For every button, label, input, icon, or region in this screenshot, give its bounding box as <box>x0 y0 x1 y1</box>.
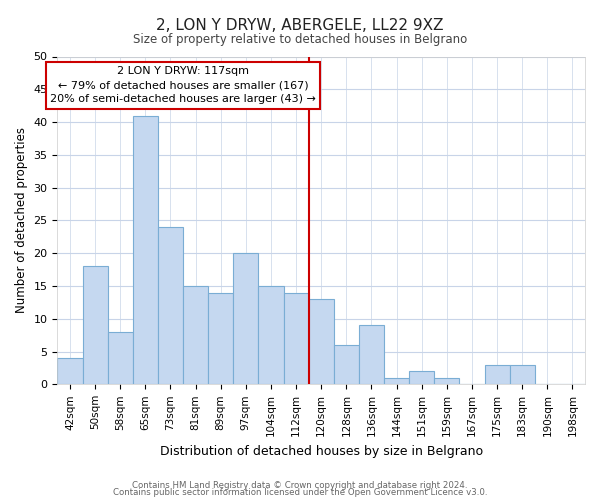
Bar <box>434 378 460 384</box>
Text: Contains public sector information licensed under the Open Government Licence v3: Contains public sector information licen… <box>113 488 487 497</box>
Bar <box>58 358 83 384</box>
Text: Contains HM Land Registry data © Crown copyright and database right 2024.: Contains HM Land Registry data © Crown c… <box>132 480 468 490</box>
Bar <box>233 253 259 384</box>
Bar <box>485 364 509 384</box>
Bar <box>83 266 107 384</box>
Bar <box>107 332 133 384</box>
Bar <box>509 364 535 384</box>
Bar <box>384 378 409 384</box>
Bar <box>359 326 384 384</box>
Bar <box>308 299 334 384</box>
Y-axis label: Number of detached properties: Number of detached properties <box>15 128 28 314</box>
Bar <box>133 116 158 384</box>
Text: 2, LON Y DRYW, ABERGELE, LL22 9XZ: 2, LON Y DRYW, ABERGELE, LL22 9XZ <box>156 18 444 32</box>
Bar <box>208 292 233 384</box>
X-axis label: Distribution of detached houses by size in Belgrano: Distribution of detached houses by size … <box>160 444 483 458</box>
Bar <box>334 345 359 385</box>
Text: Size of property relative to detached houses in Belgrano: Size of property relative to detached ho… <box>133 32 467 46</box>
Bar <box>183 286 208 384</box>
Bar <box>158 227 183 384</box>
Text: 2 LON Y DRYW: 117sqm
← 79% of detached houses are smaller (167)
20% of semi-deta: 2 LON Y DRYW: 117sqm ← 79% of detached h… <box>50 66 316 104</box>
Bar <box>259 286 284 384</box>
Bar <box>284 292 308 384</box>
Bar <box>409 371 434 384</box>
